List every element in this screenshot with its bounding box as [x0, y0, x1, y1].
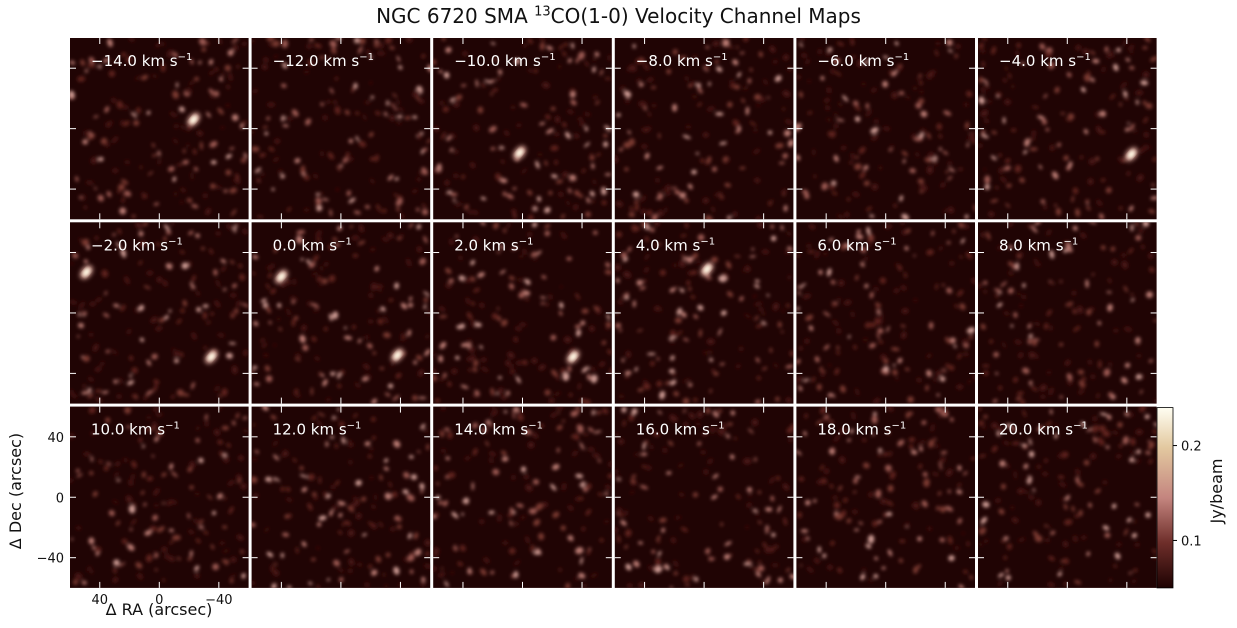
y-tick-label: 0: [56, 491, 64, 506]
bright-emission-peak: [187, 112, 200, 127]
panel-background: [433, 38, 612, 220]
y-tick-label: 40: [47, 431, 64, 446]
noise-emission: [796, 38, 976, 220]
channel-velocity-label: 6.0 km s−1: [817, 236, 896, 254]
noise-emission: [251, 222, 431, 404]
bright-emission-peak: [391, 348, 404, 363]
channel-panel: −2.0 km s−1: [70, 222, 249, 404]
channel-panel: 4.0 km s−1: [614, 222, 794, 404]
channel-velocity-label: −10.0 km s−1: [454, 52, 555, 70]
colorbar-tick-label: 0.1: [1181, 534, 1202, 549]
bright-emission-peak: [513, 145, 526, 160]
channel-velocity-label: 18.0 km s−1: [817, 421, 906, 439]
panel-background: [796, 406, 975, 588]
figure-title: NGC 6720 SMA 13CO(1-0) Velocity Channel …: [376, 4, 861, 28]
channel-panel: 6.0 km s−1: [796, 222, 976, 404]
panel-background: [251, 406, 431, 588]
noise-emission: [614, 222, 794, 404]
channel-velocity-label: −12.0 km s−1: [273, 52, 374, 70]
noise-emission: [978, 222, 1157, 404]
channel-panel: −4.0 km s−1: [978, 38, 1157, 220]
colorbar-gradient: [1156, 407, 1174, 589]
channel-panel: 2.0 km s−1: [433, 222, 612, 404]
bright-emission-peak: [566, 349, 580, 364]
bright-emission-peak: [700, 262, 714, 277]
x-axis-label: Δ RA (arcsec): [105, 600, 213, 619]
x-tick-label: −40: [205, 593, 232, 608]
channel-velocity-label: −2.0 km s−1: [91, 236, 183, 254]
noise-emission: [70, 222, 249, 402]
channel-velocity-label: 8.0 km s−1: [999, 236, 1078, 254]
bright-emission-peak: [79, 265, 93, 280]
channel-panel: 16.0 km s−1: [614, 406, 794, 588]
noise-emission: [796, 222, 976, 404]
y-tick-label: −40: [37, 552, 64, 567]
noise-emission: [433, 38, 612, 220]
colorbar: 0.1 0.2: [1156, 407, 1202, 589]
bright-emission-peak: [274, 269, 288, 284]
colorbar-label: Jy/beam: [1207, 458, 1226, 524]
channel-panel: 8.0 km s−1: [978, 222, 1157, 404]
noise-emission: [978, 406, 1157, 588]
channel-velocity-label: 4.0 km s−1: [636, 236, 715, 254]
x-tick-label: 40: [91, 593, 108, 608]
channel-velocity-label: −14.0 km s−1: [91, 52, 192, 70]
noise-emission: [433, 222, 612, 404]
channel-panel: −8.0 km s−1: [614, 38, 794, 220]
channel-panel: −12.0 km s−1: [251, 38, 431, 220]
channel-panel: 0.0 km s−1: [251, 222, 431, 404]
channel-velocity-label: 16.0 km s−1: [636, 421, 725, 439]
x-tick-label: 0: [155, 593, 163, 608]
noise-emission: [70, 38, 248, 218]
channel-velocity-label: 20.0 km s−1: [999, 421, 1088, 439]
bright-emission-peak: [204, 349, 218, 364]
channel-panel: 20.0 km s−1: [978, 406, 1157, 588]
y-axis-label: Δ Dec (arcsec): [6, 432, 25, 550]
channel-panel: −14.0 km s−1: [70, 38, 249, 220]
channel-panel: −10.0 km s−1: [433, 38, 612, 220]
channel-panel: 10.0 km s−1: [70, 406, 249, 588]
panel-background: [433, 222, 612, 404]
panel-background: [70, 222, 249, 404]
channel-velocity-label: −4.0 km s−1: [999, 52, 1091, 70]
channel-velocity-label: 2.0 km s−1: [454, 236, 533, 254]
colorbar-tick-label: 0.2: [1181, 440, 1202, 455]
channel-panel: 12.0 km s−1: [251, 406, 431, 588]
noise-emission: [614, 406, 794, 588]
channel-velocity-label: 0.0 km s−1: [273, 236, 352, 254]
channel-velocity-label: −6.0 km s−1: [817, 52, 909, 70]
noise-emission: [251, 38, 431, 219]
noise-emission: [433, 406, 612, 588]
channel-panel: −6.0 km s−1: [796, 38, 976, 220]
channel-velocity-label: 10.0 km s−1: [91, 421, 180, 439]
channel-panel: 18.0 km s−1: [796, 406, 976, 588]
noise-emission: [70, 406, 248, 585]
noise-emission: [796, 406, 976, 588]
channel-velocity-label: 14.0 km s−1: [454, 421, 543, 439]
channel-velocity-label: 12.0 km s−1: [273, 421, 362, 439]
bright-emission-peak: [1124, 147, 1138, 162]
panel-background: [614, 406, 794, 588]
noise-emission: [251, 406, 431, 588]
noise-emission: [614, 38, 794, 220]
noise-emission: [978, 38, 1157, 220]
channel-velocity-label: −8.0 km s−1: [636, 52, 728, 70]
channel-panel: 14.0 km s−1: [433, 406, 612, 588]
